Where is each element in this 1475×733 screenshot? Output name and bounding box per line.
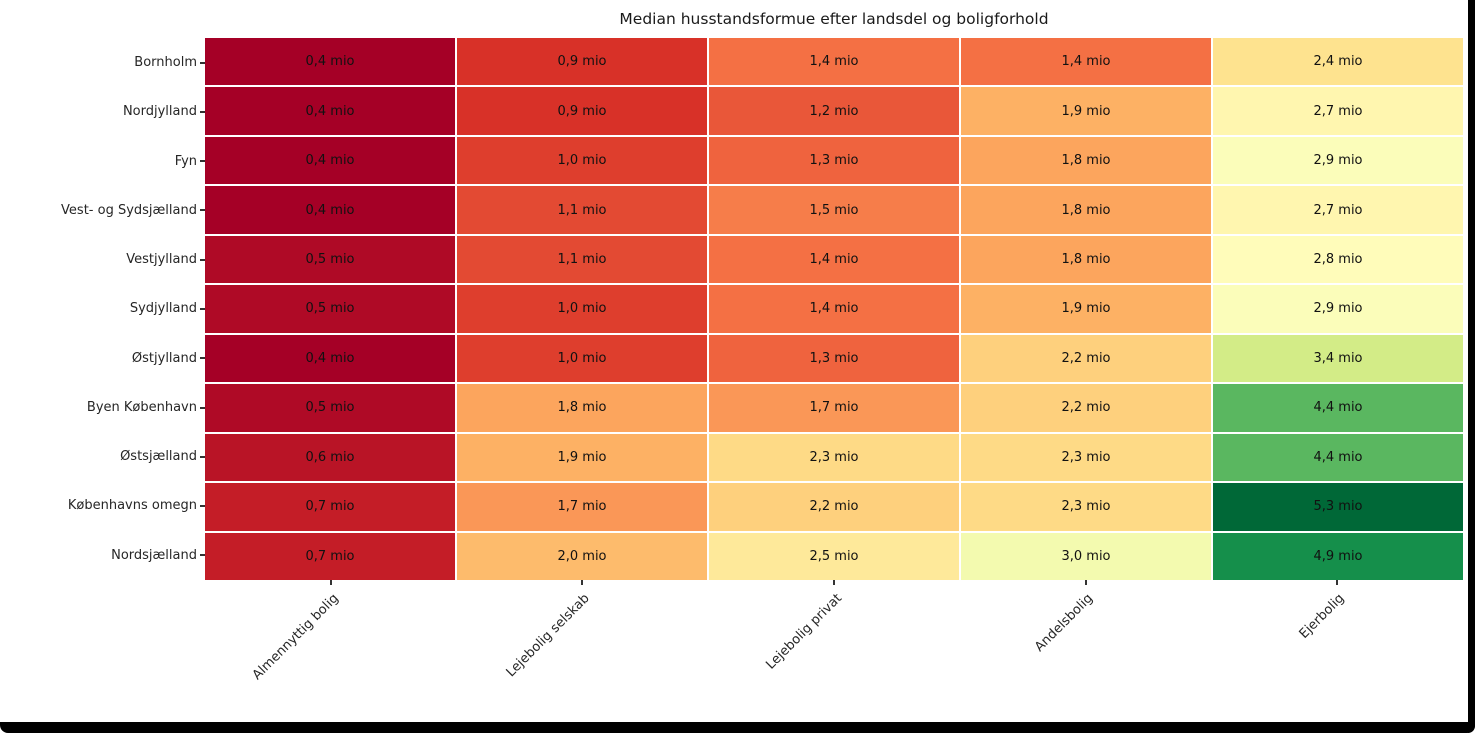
window-border-right	[1468, 0, 1475, 733]
heatmap-cell: 1,9 mio	[457, 433, 707, 482]
heatmap-cell: 0,4 mio	[205, 136, 455, 185]
y-tick-label: Østjylland	[131, 350, 197, 366]
heatmap-cell: 2,0 mio	[457, 532, 707, 580]
heatmap-cell: 2,3 mio	[709, 433, 959, 482]
y-tick-label: Bornholm	[134, 55, 197, 70]
heatmap-cell: 1,1 mio	[457, 235, 707, 284]
heatmap-cell: 2,4 mio	[1213, 38, 1463, 86]
heatmap-cell: 3,0 mio	[961, 532, 1211, 580]
heatmap-cell: 1,0 mio	[457, 334, 707, 383]
y-tick-mark	[200, 61, 205, 64]
heatmap-cell: 4,9 mio	[1213, 532, 1463, 580]
heatmap-cell: 2,8 mio	[1213, 235, 1463, 284]
y-tick-mark	[200, 554, 205, 557]
y-tick-label: Byen København	[86, 399, 197, 415]
heatmap-cell: 4,4 mio	[1213, 433, 1463, 482]
heatmap-cell: 2,2 mio	[961, 334, 1211, 383]
y-tick-mark	[200, 505, 205, 508]
x-tick-label: Andelsbolig	[1032, 591, 1097, 655]
heatmap-cell: 1,7 mio	[457, 483, 707, 531]
heatmap-cell: 1,3 mio	[709, 334, 959, 383]
heatmap-cell: 0,7 mio	[205, 532, 455, 580]
y-tick-mark	[200, 357, 205, 360]
x-tick-label: Lejebolig privat	[763, 591, 845, 673]
heatmap-cell: 1,4 mio	[709, 235, 959, 284]
heatmap-cell: 1,8 mio	[457, 384, 707, 432]
heatmap-cell: 2,7 mio	[1213, 87, 1463, 135]
heatmap-cell: 1,0 mio	[457, 285, 707, 333]
heatmap-cell: 1,9 mio	[961, 285, 1211, 333]
y-tick-mark	[200, 209, 205, 212]
heatmap-cell: 2,5 mio	[709, 532, 959, 580]
x-tick-mark	[1084, 580, 1087, 585]
y-tick-label: Vest- og Sydsjælland	[61, 202, 197, 218]
heatmap-cell: 0,5 mio	[205, 285, 455, 333]
heatmap-cell: 0,4 mio	[205, 38, 455, 86]
x-tick-mark	[329, 580, 332, 585]
heatmap-cell: 2,2 mio	[709, 483, 959, 531]
x-tick-label: Lejebolig selskab	[503, 591, 593, 681]
heatmap-cell: 0,5 mio	[205, 384, 455, 432]
heatmap-cell: 1,4 mio	[709, 38, 959, 86]
heatmap-cell: 4,4 mio	[1213, 384, 1463, 432]
y-tick-label: Fyn	[174, 153, 197, 169]
heatmap-cell: 0,6 mio	[205, 433, 455, 482]
heatmap-cell: 0,4 mio	[205, 334, 455, 383]
heatmap-cell: 0,4 mio	[205, 186, 455, 234]
x-tick-label: Ejerbolig	[1296, 591, 1348, 642]
x-tick-label: Almennyttig bolig	[249, 591, 342, 684]
heatmap-cell: 1,8 mio	[961, 136, 1211, 185]
x-tick-mark	[833, 580, 835, 585]
y-tick-mark	[200, 258, 205, 261]
x-tick-mark	[581, 580, 584, 585]
y-tick-label: Nordsjælland	[111, 547, 197, 563]
heatmap-cell: 1,7 mio	[709, 384, 959, 432]
heatmap-cell: 0,9 mio	[457, 87, 707, 135]
heatmap-cell: 2,3 mio	[961, 483, 1211, 531]
heatmap-cell: 1,8 mio	[961, 235, 1211, 284]
heatmap-cell: 0,9 mio	[457, 38, 707, 86]
y-tick-mark	[200, 110, 205, 113]
y-tick-mark	[200, 308, 205, 310]
y-tick-label: Sydjylland	[129, 301, 197, 317]
heatmap-cell: 1,8 mio	[961, 186, 1211, 234]
heatmap-cell: 2,9 mio	[1213, 136, 1463, 185]
y-tick-label: Østsjælland	[120, 449, 197, 465]
heatmap-cell: 1,4 mio	[961, 38, 1211, 86]
y-tick-mark	[200, 406, 205, 409]
y-tick-label: Nordjylland	[122, 104, 197, 120]
heatmap-grid: 0,4 mio 0,9 mio 1,4 mio 1,4 mio 2,4 mio 0,4 m…	[205, 38, 1463, 580]
heatmap-cell: 1,3 mio	[709, 136, 959, 185]
chart-title: Median husstandsformue efter landsdel og…	[619, 10, 1049, 28]
heatmap-cell: 1,1 mio	[457, 186, 707, 234]
x-tick-mark	[1336, 580, 1339, 585]
y-tick-mark	[200, 455, 205, 458]
heatmap-cell: 1,9 mio	[961, 87, 1211, 135]
heatmap-cell: 1,2 mio	[709, 87, 959, 135]
heatmap-cell: 1,4 mio	[709, 285, 959, 333]
heatmap-cell: 3,4 mio	[1213, 334, 1463, 383]
heatmap-cell: 0,4 mio	[205, 87, 455, 135]
y-tick-label: Vestjylland	[126, 252, 197, 268]
heatmap-cell: 0,5 mio	[205, 235, 455, 284]
heatmap-cell: 2,2 mio	[961, 384, 1211, 432]
y-tick-label: Københavns omegn	[67, 498, 197, 514]
window-border-bottom	[0, 722, 1475, 733]
y-tick-mark	[200, 160, 205, 163]
heatmap-cell: 1,5 mio	[709, 186, 959, 234]
heatmap-cell: 2,7 mio	[1213, 186, 1463, 234]
heatmap-cell: 2,3 mio	[961, 433, 1211, 482]
heatmap-cell: 0,7 mio	[205, 483, 455, 531]
heatmap-cell: 1,0 mio	[457, 136, 707, 185]
heatmap-cell: 5,3 mio	[1213, 483, 1463, 531]
heatmap-cell: 2,9 mio	[1213, 285, 1463, 333]
